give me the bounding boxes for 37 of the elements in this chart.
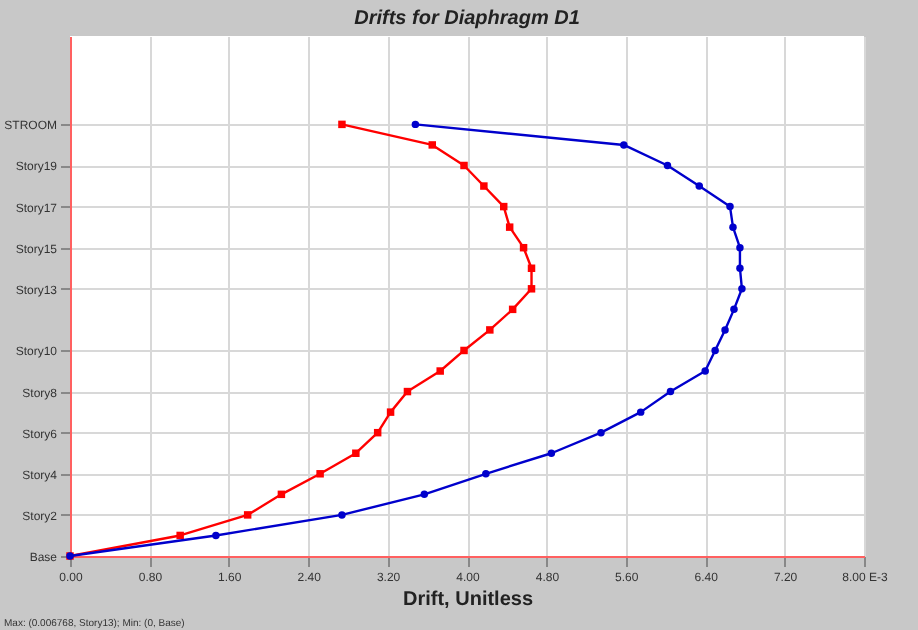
point	[338, 511, 346, 519]
point	[411, 120, 420, 129]
point	[736, 243, 744, 252]
point	[176, 531, 184, 540]
point	[386, 408, 395, 416]
point	[212, 531, 220, 540]
point	[663, 161, 672, 170]
point	[460, 346, 468, 355]
point	[482, 470, 490, 478]
point	[701, 367, 709, 375]
point	[420, 490, 429, 499]
point	[636, 408, 645, 416]
point	[736, 264, 744, 272]
point	[505, 223, 514, 231]
point	[527, 285, 536, 293]
point	[711, 346, 719, 355]
point	[721, 326, 729, 334]
point	[666, 387, 675, 396]
point	[316, 470, 324, 478]
point	[338, 120, 346, 129]
point	[486, 326, 494, 334]
point	[620, 141, 628, 149]
point	[726, 202, 734, 211]
point	[243, 511, 252, 519]
point	[436, 367, 444, 375]
point	[695, 182, 703, 190]
point	[597, 428, 605, 437]
point	[460, 161, 468, 170]
point	[428, 141, 436, 149]
point	[730, 305, 738, 314]
chart-title: Drifts for Diaphragm D1	[354, 8, 581, 30]
point	[480, 182, 488, 190]
x-axis-title: Drift, Unitless	[402, 589, 534, 611]
point	[547, 449, 556, 457]
point	[352, 449, 360, 457]
point	[738, 285, 746, 293]
point	[729, 223, 737, 231]
